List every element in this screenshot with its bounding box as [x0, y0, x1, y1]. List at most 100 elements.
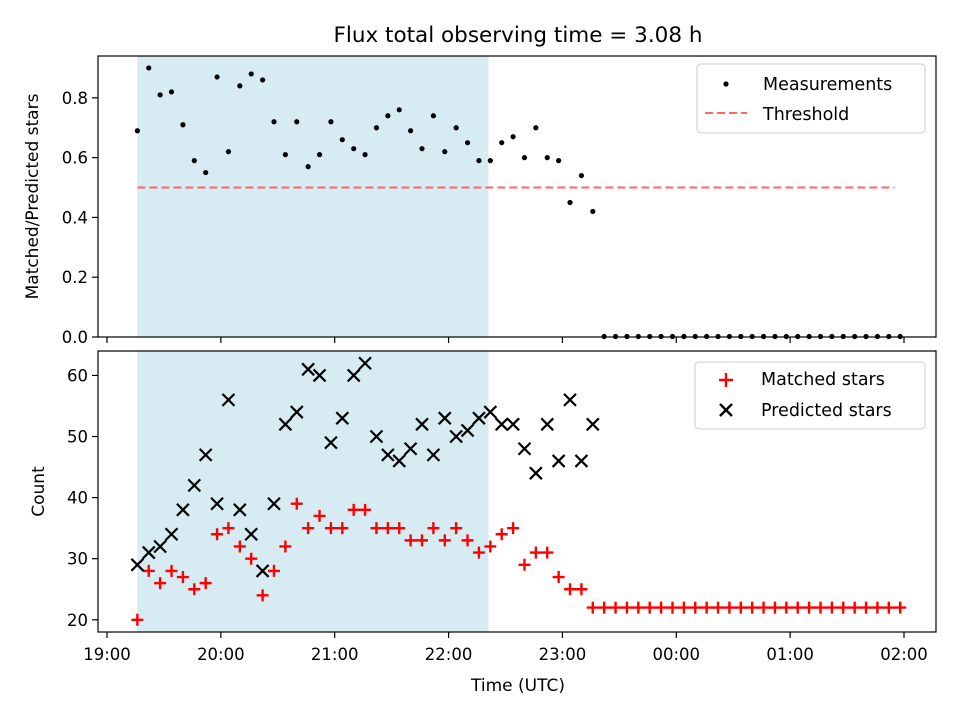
measurement-point [373, 125, 380, 131]
matched-star-point [359, 503, 372, 516]
matched-star-point [416, 534, 429, 547]
measurement-point [339, 137, 345, 143]
count-y-tick-label: 60 [67, 366, 88, 385]
matched-star-point [176, 571, 189, 584]
measurement-point [533, 125, 539, 131]
matched-star-point [894, 601, 907, 614]
ratio-x-ticks [106, 337, 905, 343]
measurement-point [487, 158, 493, 164]
matched-star-point [791, 601, 804, 614]
predicted-star-point [415, 417, 429, 432]
ratio-y-tick-label: 0.0 [62, 328, 88, 347]
matched-star-point [324, 522, 337, 535]
matched-star-point [404, 534, 417, 547]
predicted-star-point [278, 417, 293, 432]
count-x-tick-label: 01:00 [766, 645, 814, 664]
predicted-star-point [244, 527, 258, 542]
matched-star-point [655, 601, 668, 614]
matched-star-point [165, 564, 178, 577]
count-x-axis: 19:00 20:00 21:00 22:00 23:00 00:00 01:00 02:00 [83, 632, 928, 664]
measurement-point [203, 169, 209, 176]
legend-matched-label: Matched stars [761, 370, 885, 390]
predicted-star-point [130, 558, 145, 572]
measurement-point [521, 155, 528, 161]
count-y-tick-label: 30 [67, 550, 88, 569]
measurement-point [180, 122, 186, 128]
ratio-panel: 0.00.20.40.60.8 Matched/Predicted stars … [23, 55, 937, 347]
measurement-point [351, 146, 357, 152]
predicted-star-point [346, 368, 361, 383]
matched-star-point [393, 522, 406, 535]
count-y-axis: 20 30 40 50 60 [67, 366, 98, 630]
matched-star-point [837, 601, 850, 614]
matched-star-point [860, 601, 873, 614]
matched-star-point [267, 564, 280, 577]
count-x-label: Time (UTC) [470, 676, 565, 696]
matched-star-point [689, 601, 702, 614]
count-panel: 20 30 40 50 60 19:00 20:00 21:00 22:00 23:00 00:0… [29, 350, 937, 696]
matched-star-point [370, 522, 383, 535]
matched-star-point [199, 577, 212, 590]
matched-stars-points [131, 497, 907, 626]
measurement-point [191, 158, 197, 164]
matched-star-point [598, 601, 611, 614]
predicted-star-point [551, 454, 566, 468]
measurement-point [499, 140, 505, 146]
matched-star-point [381, 522, 394, 535]
ratio-y-tick-label: 0.8 [62, 89, 88, 108]
measurement-point [567, 199, 573, 206]
matched-star-point [290, 497, 303, 510]
chart-title: Flux total observing time = 3.08 h [334, 23, 703, 48]
measurement-point [419, 146, 425, 152]
matched-star-point [575, 583, 588, 596]
measurement-point [316, 152, 323, 158]
matched-star-point [723, 601, 736, 614]
matched-star-point [609, 601, 622, 614]
ratio-y-axis: 0.0 0.2 0.4 0.6 0.8 [62, 89, 98, 347]
matched-star-point [734, 601, 747, 614]
matched-star-point [211, 528, 224, 541]
measurement-point [305, 164, 311, 170]
matched-star-point [700, 601, 713, 614]
predicted-star-point [255, 564, 270, 578]
matched-star-point [336, 522, 349, 535]
matched-star-point [461, 534, 474, 547]
measurement-point [464, 140, 471, 146]
measurement-point [214, 74, 220, 80]
predicted-star-point [187, 478, 202, 493]
predicted-star-point [506, 417, 520, 432]
matched-star-point [154, 577, 167, 590]
predicted-star-point [574, 454, 589, 468]
measurement-point [578, 172, 585, 179]
measurement-point [146, 65, 152, 71]
predicted-star-point [198, 448, 213, 462]
matched-star-point [472, 546, 485, 559]
matched-star-point [450, 522, 463, 535]
count-y-tick-label: 40 [67, 489, 88, 508]
matched-star-point [507, 522, 520, 535]
measurement-point [248, 71, 254, 77]
matched-star-point [666, 601, 679, 614]
measurement-point [237, 83, 243, 89]
legend-measurements-marker [723, 81, 729, 87]
predicted-star-point [369, 429, 384, 444]
matched-star-point [586, 601, 599, 614]
measurement-point [294, 119, 300, 125]
predicted-star-point [312, 368, 327, 383]
ratio-legend: Measurements Threshold [696, 63, 926, 134]
predicted-star-point [483, 405, 498, 419]
predicted-star-point [381, 448, 395, 462]
matched-star-point [564, 583, 577, 596]
ratio-y-tick-label: 0.6 [62, 149, 88, 168]
predicted-star-point [517, 441, 532, 456]
predicted-star-point [586, 417, 600, 432]
legend-predicted-marker [719, 403, 733, 417]
matched-star-point [131, 613, 144, 626]
predicted-star-point [301, 362, 315, 377]
matched-star-point [529, 546, 542, 559]
measurement-point [510, 134, 516, 140]
predicted-star-point [472, 411, 486, 425]
count-legend-box [694, 361, 926, 430]
matched-star-point [256, 589, 269, 602]
matched-star-point [712, 601, 725, 614]
